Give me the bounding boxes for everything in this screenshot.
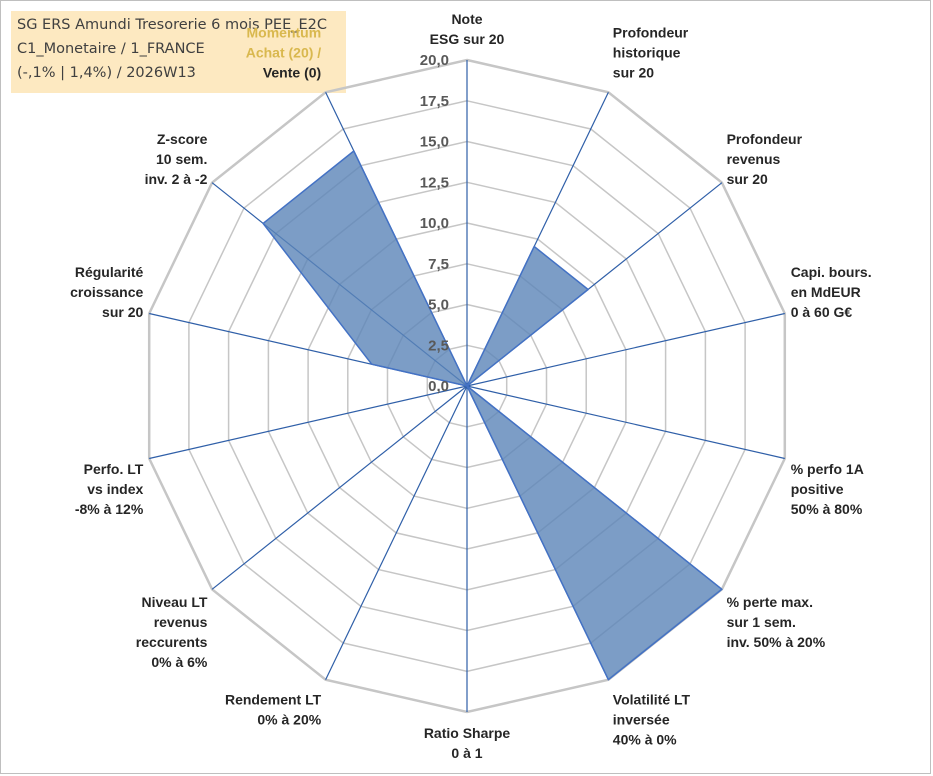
chart-title-line-2: C1_Monetaire / 1_FRANCE bbox=[17, 41, 205, 57]
axis-label-7-line-2: inversée bbox=[613, 712, 670, 728]
axis-label-3-line-3: sur 20 bbox=[727, 171, 768, 187]
axis-label-13-line-1: Z-score bbox=[157, 131, 208, 147]
axis-label-9-line-2: 0% à 20% bbox=[257, 712, 321, 728]
axis-label-7-line-3: 40% à 0% bbox=[613, 732, 677, 748]
axis-label-6-line-2: sur 1 sem. bbox=[727, 614, 796, 630]
radar-tick-label: 5,0 bbox=[428, 297, 449, 314]
chart-title-line-3: (-,1% | 1,4%) / 2026W13 bbox=[17, 65, 196, 81]
axis-label-10-line-2: revenus bbox=[154, 614, 208, 630]
chart-title-line-1: SG ERS Amundi Tresorerie 6 mois PEE_E2C bbox=[17, 17, 328, 33]
axis-label-12-line-1: Régularité bbox=[75, 264, 144, 280]
radar-series-area bbox=[262, 150, 723, 681]
axis-label-6-line-3: inv. 50% à 20% bbox=[727, 634, 826, 650]
radar-tick-labels: 0,0 2,5 5,0 7,5 10,0 12,5 15,0 17,5 20,0 bbox=[420, 52, 449, 395]
axis-label-4-line-2: en MdEUR bbox=[791, 284, 861, 300]
axis-label-10-line-1: Niveau LT bbox=[142, 594, 208, 610]
axis-label-5-line-3: 50% à 80% bbox=[791, 501, 863, 517]
radar-axis-labels: Note ESG sur 20 Profondeur historique sur 20… bbox=[70, 11, 871, 761]
axis-label-4-line-1: Capi. bours. bbox=[791, 264, 872, 280]
radar-spoke-11 bbox=[149, 385, 468, 460]
radar-tick-label: 20,0 bbox=[420, 52, 449, 69]
radar-tick-label: 7,5 bbox=[428, 256, 449, 273]
radar-series bbox=[262, 150, 723, 681]
axis-label-11-line-3: -8% à 12% bbox=[75, 501, 144, 517]
radar-tick-label: 2,5 bbox=[428, 337, 449, 354]
axis-label-13-line-2: 10 sem. bbox=[156, 151, 207, 167]
axis-label-3-line-2: revenus bbox=[727, 151, 781, 167]
axis-label-3-line-1: Profondeur bbox=[727, 131, 803, 147]
radar-spoke-9 bbox=[325, 385, 468, 680]
axis-label-7-line-1: Volatilité LT bbox=[613, 692, 691, 708]
radar-tick-label: 0,0 bbox=[428, 378, 449, 395]
axis-label-11-line-2: vs index bbox=[87, 481, 143, 497]
radar-spoke-10 bbox=[211, 385, 468, 590]
axis-label-8-line-2: 0 à 1 bbox=[451, 745, 482, 761]
axis-label-2-line-2: historique bbox=[613, 44, 681, 60]
axis-label-6-line-1: % perte max. bbox=[727, 594, 813, 610]
radar-tick-label: 10,0 bbox=[420, 215, 449, 232]
axis-label-9-line-1: Rendement LT bbox=[225, 692, 322, 708]
chart-title-box: SG ERS Amundi Tresorerie 6 mois PEE_E2C … bbox=[11, 11, 346, 93]
axis-label-14-line-1: Momentum bbox=[247, 24, 322, 40]
radar-spoke-5 bbox=[466, 385, 785, 460]
axis-label-5-line-1: % perfo 1A bbox=[791, 461, 864, 477]
axis-label-1-line-1: Note bbox=[451, 11, 482, 27]
axis-label-10-line-3: reccurents bbox=[136, 634, 208, 650]
axis-label-14-line-3: Vente (0) bbox=[263, 64, 321, 80]
axis-label-12-line-3: sur 20 bbox=[102, 304, 143, 320]
radar-tick-label: 12,5 bbox=[420, 174, 449, 191]
axis-label-5-line-2: positive bbox=[791, 481, 844, 497]
radar-tick-label: 17,5 bbox=[420, 93, 449, 110]
radar-spoke-4 bbox=[466, 312, 785, 387]
axis-label-1-line-2: ESG sur 20 bbox=[430, 31, 505, 47]
axis-label-11-line-1: Perfo. LT bbox=[84, 461, 144, 477]
axis-label-13-line-3: inv. 2 à -2 bbox=[145, 171, 208, 187]
axis-label-8-line-1: Ratio Sharpe bbox=[424, 725, 511, 741]
radar-tick-label: 15,0 bbox=[420, 134, 449, 151]
axis-label-10-line-4: 0% à 6% bbox=[151, 654, 208, 670]
axis-label-2-line-1: Profondeur bbox=[613, 24, 689, 40]
axis-label-12-line-2: croissance bbox=[70, 284, 143, 300]
axis-label-2-line-3: sur 20 bbox=[613, 64, 654, 80]
axis-label-4-line-3: 0 à 60 G€ bbox=[791, 304, 853, 320]
axis-label-14-line-2: Achat (20) / bbox=[246, 44, 322, 60]
